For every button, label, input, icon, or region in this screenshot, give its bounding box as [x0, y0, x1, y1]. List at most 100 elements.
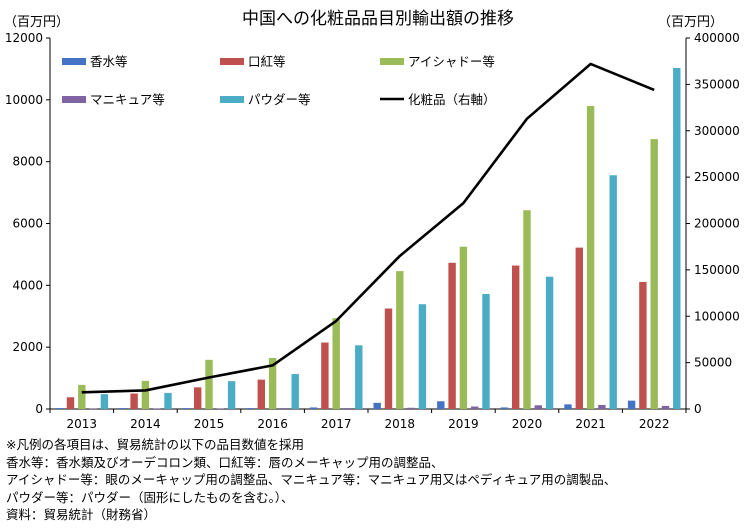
left-tick-label: 8000: [12, 155, 43, 169]
bar: [471, 406, 479, 409]
right-tick-label: 350000: [694, 77, 740, 91]
bar: [661, 405, 670, 409]
legend-swatch: [62, 58, 86, 65]
legend-swatch: [62, 96, 86, 103]
footnote-line: 香水等：香水類及びオーデコロン類、口紅等：唇のメーキャップ用の調整品、: [6, 454, 444, 470]
bar: [194, 387, 202, 409]
bar: [343, 408, 352, 409]
bar: [650, 139, 658, 409]
footnote-line: アイシャドー等：眼のメーキャップ用の調整品、マニキュア等：マニキュア用又はペディ…: [6, 472, 617, 488]
bar: [437, 401, 445, 409]
x-tick-label: 2018: [385, 417, 416, 431]
bar: [575, 247, 583, 409]
bar: [448, 262, 456, 409]
bar: [164, 392, 172, 409]
right-tick-label: 100000: [694, 309, 740, 323]
bar: [418, 304, 427, 409]
bar: [205, 359, 213, 409]
bar: [119, 408, 127, 409]
bar: [586, 106, 595, 410]
bar: [355, 345, 363, 409]
x-tick-label: 2014: [130, 417, 161, 431]
bar: [384, 308, 393, 409]
footnote-line: ※凡例の各項目は、貿易統計の以下の品目数値を採用: [6, 437, 304, 452]
right-tick-label: 250000: [694, 170, 740, 184]
bar: [407, 407, 415, 409]
bar: [396, 271, 404, 409]
left-tick-label: 4000: [12, 278, 43, 292]
total-line: [81, 62, 655, 394]
x-tick-label: 2021: [575, 417, 606, 431]
x-tick-label: 2019: [448, 417, 479, 431]
legend-label: パウダー等: [248, 92, 311, 107]
x-tick-label: 2017: [321, 417, 352, 431]
bar: [246, 408, 254, 409]
left-tick-label: 6000: [12, 217, 43, 231]
bar: [89, 408, 97, 409]
bar: [309, 407, 318, 409]
right-tick-label: 300000: [694, 124, 740, 138]
source-note: 資料：貿易統計（財務省）: [6, 507, 157, 523]
x-tick-label: 2022: [639, 417, 670, 431]
left-tick-label: 0: [35, 402, 43, 416]
bar: [523, 210, 531, 409]
bar: [500, 407, 509, 409]
bar: [321, 342, 329, 409]
bar: [639, 281, 647, 409]
bar: [673, 67, 681, 409]
bar: [564, 404, 572, 409]
left-tick-label: 12000: [5, 31, 43, 45]
bar: [545, 276, 554, 409]
bar: [268, 357, 277, 409]
legend-swatch: [220, 96, 244, 103]
bar: [182, 408, 191, 409]
bar: [291, 374, 299, 409]
bar: [459, 246, 468, 409]
x-tick-label: 2020: [512, 417, 543, 431]
bar: [227, 381, 236, 409]
left-tick-label: 10000: [5, 93, 43, 107]
bar: [627, 400, 636, 409]
legend-label: 口紅等: [248, 54, 286, 69]
right-tick-label: 0: [694, 402, 702, 416]
legend-label: アイシャドー等: [408, 54, 495, 69]
bar: [280, 408, 288, 409]
bar: [373, 402, 381, 409]
left-tick-label: 2000: [12, 340, 43, 354]
bar: [609, 175, 617, 409]
x-tick-label: 2015: [194, 417, 225, 431]
bar: [482, 293, 490, 409]
left-axis-unit: （百万円）: [4, 15, 69, 30]
bar: [66, 397, 75, 409]
plot-area: 0 2000 4000 6000 8000 10000 12000 0 50000 100000 1…: [5, 31, 740, 431]
legend-swatch: [380, 58, 404, 65]
right-tick-label: 150000: [694, 263, 740, 277]
bar: [153, 408, 161, 409]
bar: [141, 380, 150, 409]
chart: 中国への化粧品品目別輸出額の推移 （百万円） （百万円） 0 2000 4000 60…: [4, 9, 740, 431]
bar: [257, 379, 265, 409]
right-tick-label: 400000: [694, 31, 740, 45]
legend-label: マニキュア等: [90, 92, 165, 107]
chart-title: 中国への化粧品品目別輸出額の推移: [242, 9, 514, 29]
bar: [55, 408, 63, 409]
legend-swatch: [220, 58, 244, 65]
bar: [100, 394, 109, 409]
right-tick-label: 200000: [694, 217, 740, 231]
bar: [216, 408, 224, 409]
bar: [130, 393, 138, 409]
x-tick-label: 2016: [257, 417, 288, 431]
right-axis-unit: （百万円）: [658, 15, 723, 30]
bar: [598, 404, 606, 409]
footnotes: ※凡例の各項目は、貿易統計の以下の品目数値を採用 香水等：香水類及びオーデコロン…: [6, 436, 616, 524]
bar: [534, 405, 542, 409]
footnote-line: パウダー等：パウダー（固形にしたものを含む。）、: [6, 489, 294, 505]
legend-label: 香水等: [90, 54, 128, 69]
bar: [78, 384, 86, 409]
x-tick-label: 2013: [67, 417, 98, 431]
right-tick-label: 50000: [694, 356, 732, 370]
bar: [332, 318, 340, 409]
legend-label: 化粧品（右軸）: [408, 92, 496, 107]
bar: [512, 265, 520, 409]
